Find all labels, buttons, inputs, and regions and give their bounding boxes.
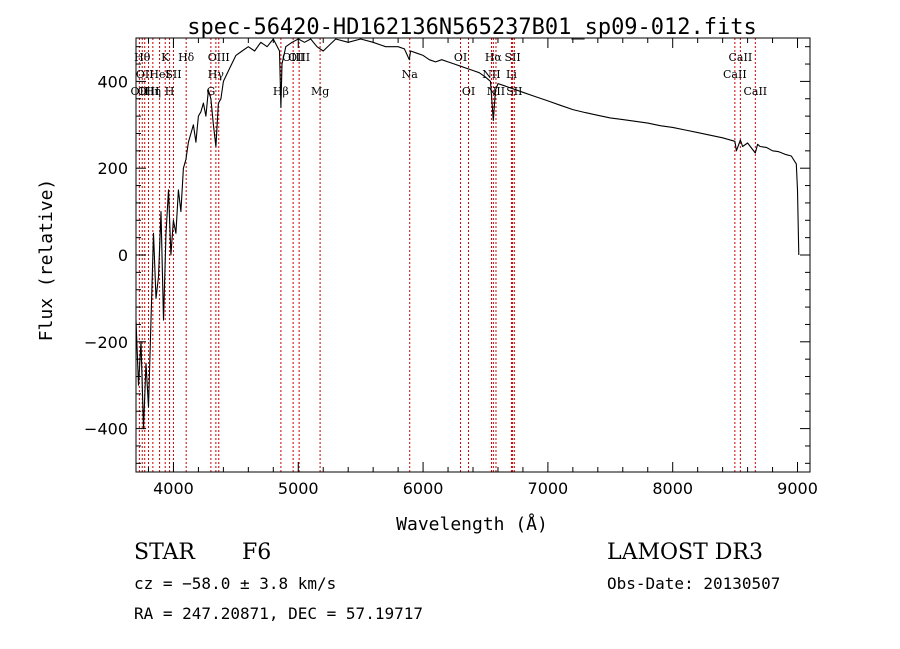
y-tick-label: 0: [118, 246, 128, 265]
emission-line-labels: OIIHθOIIOIIIHηHeIKHSIIHδGHγOIIIHβOIIIOII…: [131, 51, 768, 98]
obs-date-readout: Obs-Date: 20130507: [607, 574, 781, 593]
y-tick-label: −400: [84, 420, 128, 439]
line-label: Hα: [485, 51, 503, 64]
line-label: OI: [462, 85, 475, 98]
y-tick-label: 200: [97, 159, 128, 178]
y-axis-label: Flux (relative): [36, 179, 57, 342]
line-label: SII: [165, 68, 181, 81]
survey-name: LAMOST DR3: [607, 540, 763, 565]
line-label: Hθ: [134, 51, 151, 64]
y-tick-label: −200: [84, 333, 128, 352]
line-label: H: [165, 85, 175, 98]
y-axis-ticks: −400 −200 0 200 400: [84, 46, 810, 464]
line-label: K: [161, 51, 170, 64]
line-label: OIII: [288, 51, 310, 64]
line-label: OII: [136, 68, 154, 81]
line-label: OIII: [282, 51, 304, 64]
y-tick-label: 400: [97, 72, 128, 91]
chart-title: spec-56420-HD162136N565237B01_sp09-012.f…: [187, 15, 757, 40]
spectrum-line: [135, 38, 800, 430]
x-tick-label: 9000: [777, 479, 818, 498]
line-label: OIII: [208, 51, 230, 64]
line-label: CaII: [723, 68, 747, 81]
emission-line-markers: [138, 38, 756, 472]
line-label: HeI: [149, 68, 169, 81]
object-subclass: F6: [242, 540, 272, 565]
line-label: NII: [482, 68, 500, 81]
x-axis-label: Wavelength (Å): [396, 513, 548, 535]
plot-frame: [135, 37, 811, 473]
line-label: Hγ: [208, 68, 225, 81]
line-label: OI: [454, 51, 467, 64]
x-axis-ticks: 4000 5000 6000 7000 8000 9000: [147, 38, 818, 498]
x-tick-label: 7000: [528, 479, 569, 498]
x-tick-label: 8000: [652, 479, 693, 498]
line-label: Li: [506, 68, 517, 81]
x-tick-label: 4000: [153, 479, 194, 498]
line-label: OIII: [137, 85, 159, 98]
x-tick-label: 5000: [278, 479, 319, 498]
line-label: CaII: [743, 85, 767, 98]
line-label: CaII: [729, 51, 753, 64]
line-label: Hη: [145, 85, 161, 98]
redshift-readout: cz = −58.0 ± 3.8 km/s: [134, 574, 337, 593]
line-label: Mg: [311, 85, 329, 98]
object-class: STAR: [134, 540, 195, 565]
line-label: OII: [131, 85, 149, 98]
line-label: G: [206, 85, 215, 98]
coordinates-readout: RA = 247.20871, DEC = 57.19717: [134, 604, 423, 623]
line-label: Na: [402, 68, 419, 81]
line-label: NII: [487, 85, 505, 98]
line-label: SII: [504, 51, 520, 64]
x-tick-label: 6000: [403, 479, 444, 498]
line-label: Hδ: [178, 51, 195, 64]
